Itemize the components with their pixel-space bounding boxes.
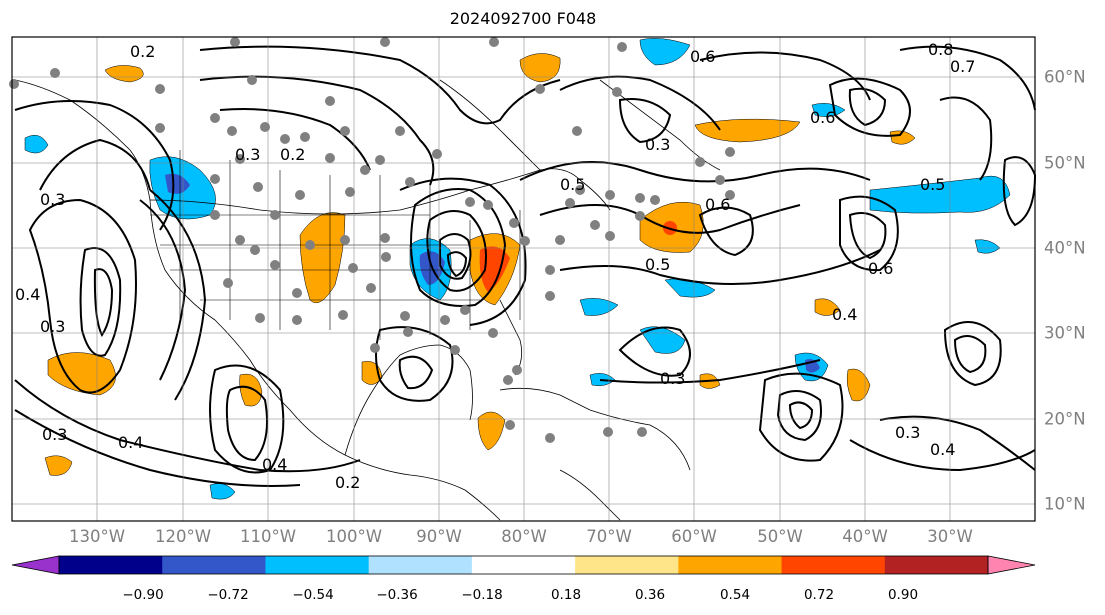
contour-label: 0.6 [810, 108, 835, 127]
colorbar-extend-max [987, 555, 1036, 575]
contour-label: 0.7 [950, 57, 975, 76]
colorbar-tick: −0.54 [292, 587, 334, 603]
contour-label: 0.3 [40, 190, 65, 209]
contour-label: 0.3 [660, 369, 685, 388]
colorbar-segment [471, 556, 576, 574]
contour-label: 0.4 [930, 440, 955, 459]
colorbar-segment [678, 556, 783, 574]
contour-label: 0.3 [42, 425, 67, 444]
colorbar-tick: 0.54 [719, 587, 751, 603]
lon-label: 50°W [757, 527, 803, 546]
colorbar [11, 555, 1036, 575]
lon-label: 110°W [239, 527, 297, 546]
colorbar-segment [59, 556, 163, 574]
lon-label: 90°W [416, 527, 462, 546]
colorbar-segment [162, 556, 266, 574]
contour-label: 0.3 [235, 145, 260, 164]
colorbar-segment [265, 556, 370, 574]
contour-label: 0.5 [560, 175, 585, 194]
contour-label: 0.5 [920, 175, 945, 194]
lat-label: 60°N [1044, 67, 1086, 87]
lon-label: 80°W [501, 527, 547, 546]
lat-label: 40°N [1044, 238, 1086, 258]
colorbar-tick: 0.36 [634, 587, 666, 603]
station-markers [9, 37, 735, 443]
lon-label: 130°W [68, 527, 126, 546]
lat-label: 30°N [1044, 323, 1086, 343]
contour-label: 0.3 [645, 135, 670, 154]
contour-label: 0.4 [15, 285, 40, 304]
contour-lines [14, 45, 1037, 487]
contour-label: 0.3 [40, 317, 65, 336]
colorbar-tick: 0.90 [887, 587, 919, 603]
colorbar-tick: 0.18 [550, 587, 582, 603]
lon-label: 100°W [325, 527, 383, 546]
colorbar-extend-min [11, 555, 60, 575]
lon-label: 30°W [927, 527, 973, 546]
contour-label: 0.5 [645, 255, 670, 274]
map-frame [11, 36, 1036, 522]
lat-label: 20°N [1044, 409, 1086, 429]
lat-label: 10°N [1044, 494, 1086, 514]
chart-title: 2024092700 F048 [449, 9, 597, 28]
contour-label: 0.6 [868, 259, 893, 278]
lon-label: 60°W [671, 527, 717, 546]
contour-label: 0.8 [928, 40, 953, 59]
colorbar-tick: −0.18 [461, 587, 503, 603]
contour-labels: 0.2 0.3 0.2 0.3 0.4 0.3 0.4 0.3 0.4 0.2 … [15, 40, 975, 492]
colorbar-frame [58, 555, 989, 575]
colorbar-tick: −0.36 [376, 587, 418, 603]
lon-label: 40°W [842, 527, 888, 546]
contour-label: 0.4 [118, 433, 143, 452]
lon-label: 120°W [154, 527, 212, 546]
contour-label: 0.6 [690, 47, 715, 66]
colorbar-segment [575, 556, 679, 574]
contour-label: 0.2 [335, 473, 360, 492]
colorbar-tick: −0.90 [122, 587, 164, 603]
contour-label: 0.3 [895, 423, 920, 442]
colorbar-segment [884, 556, 989, 574]
colorbar-segment [781, 556, 886, 574]
lon-label: 70°W [586, 527, 632, 546]
contour-label: 0.2 [280, 145, 305, 164]
contour-label: 0.4 [262, 455, 287, 474]
colorbar-tick: 0.72 [803, 587, 835, 603]
graticule [12, 37, 1035, 521]
contour-label: 0.4 [832, 305, 857, 324]
colorbar-tick: −0.72 [207, 587, 249, 603]
lat-label: 50°N [1044, 153, 1086, 173]
contour-label: 0.6 [705, 195, 730, 214]
colorbar-segment [368, 556, 473, 574]
contour-label: 0.2 [130, 42, 155, 61]
